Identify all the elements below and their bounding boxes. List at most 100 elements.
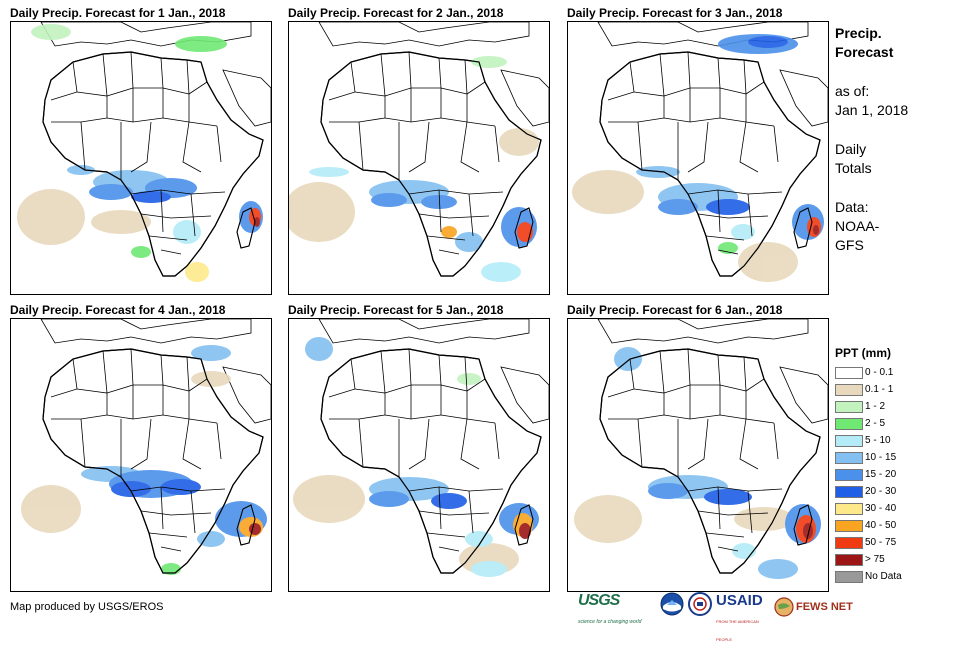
coastline (320, 51, 542, 277)
precip-area (173, 220, 201, 244)
legend-item: 10 - 15 (835, 449, 960, 466)
precip-area (706, 199, 750, 215)
legend-swatch (835, 570, 863, 583)
legend-swatch (835, 485, 863, 498)
info-heading: Precip. Forecast (835, 24, 960, 62)
country-border (408, 418, 430, 470)
heading-line-2: Forecast (835, 44, 894, 60)
country-border (687, 486, 783, 492)
precip-area (481, 262, 521, 282)
legend-label: 5 - 10 (865, 435, 891, 446)
coastline (599, 348, 821, 574)
precip-area (21, 485, 81, 533)
legend-item: 0.1 - 1 (835, 381, 960, 398)
madagascar-coastline (793, 504, 813, 546)
country-border (426, 532, 466, 538)
precip-area (748, 36, 788, 48)
precip-area (499, 128, 539, 156)
panel-title: Daily Precip. Forecast for 3 Jan., 2018 (567, 6, 783, 20)
map-svg (572, 22, 828, 282)
country-border (160, 546, 182, 552)
arabia-landmass (779, 69, 828, 127)
precip-layer (574, 347, 821, 579)
precip-area (421, 195, 457, 209)
precip-area (111, 481, 151, 497)
country-border (697, 510, 769, 516)
country-border (739, 418, 759, 470)
arabia-landmass (222, 69, 271, 127)
map-svg (574, 319, 828, 579)
coastline (599, 51, 821, 277)
precip-area (457, 373, 481, 385)
precip-area (441, 226, 457, 238)
precip-area (519, 523, 531, 539)
legend-swatch (835, 553, 863, 566)
precip-area (369, 491, 409, 507)
country-border (494, 422, 500, 460)
legend-swatch (835, 366, 863, 379)
madagascar-coastline (236, 207, 256, 249)
legend-label: 10 - 15 (865, 452, 897, 463)
usgs-logo: USGS science for a changing world (578, 592, 656, 625)
madagascar-coastline (236, 504, 256, 546)
precip-area (293, 475, 365, 523)
panel-title: Daily Precip. Forecast for 5 Jan., 2018 (288, 303, 504, 317)
country-border (358, 418, 364, 468)
country-border (358, 121, 364, 171)
precip-area (305, 337, 333, 361)
precip-area (175, 36, 227, 52)
country-border (438, 486, 442, 530)
legend-swatch (835, 536, 863, 549)
europe-landmass (597, 319, 809, 344)
precip-map (10, 21, 272, 295)
coastline (42, 348, 264, 574)
country-border (182, 418, 202, 470)
country-border (140, 213, 212, 219)
map-svg (21, 319, 271, 575)
totals-line-1: Daily (835, 141, 867, 157)
country-border (80, 121, 86, 171)
precip-area (648, 483, 688, 499)
map-svg (289, 22, 549, 282)
data-line-1: NOAA- (835, 218, 880, 234)
precip-area (289, 182, 355, 242)
country-border (466, 378, 486, 392)
country-border (426, 235, 466, 241)
legend-item: > 75 (835, 551, 960, 568)
country-border (438, 546, 460, 552)
precip-area (758, 559, 798, 579)
legend-item: 1 - 2 (835, 398, 960, 415)
country-border (717, 546, 739, 552)
as-of-block: as of: Jan 1, 2018 (835, 82, 960, 120)
legend-label: 0 - 0.1 (865, 367, 894, 378)
legend: PPT (mm) 0 - 0.1 0.1 - 1 1 - 2 2 - 5 5 - 10 1… (835, 346, 960, 585)
as-of-label: as of: (835, 83, 870, 99)
precip-map (288, 21, 550, 295)
country-border (466, 81, 486, 95)
madagascar-coastline (793, 207, 813, 249)
country-border (747, 193, 753, 237)
precip-area (813, 225, 819, 235)
country-border (773, 125, 779, 163)
panel-title: Daily Precip. Forecast for 2 Jan., 2018 (288, 6, 504, 20)
country-border (717, 189, 721, 233)
precip-area (191, 345, 231, 361)
panel-title: Daily Precip. Forecast for 4 Jan., 2018 (10, 303, 226, 317)
precip-layer (289, 56, 539, 282)
heading-line-1: Precip. (835, 25, 882, 41)
country-border (745, 81, 765, 95)
legend-item: 15 - 20 (835, 466, 960, 483)
as-of-date: Jan 1, 2018 (835, 102, 909, 118)
madagascar-coastline (514, 207, 534, 249)
country-border (216, 125, 222, 163)
panel-title: Daily Precip. Forecast for 1 Jan., 2018 (10, 6, 226, 20)
precip-area (738, 242, 798, 282)
precip-map (10, 318, 272, 592)
legend-item: 30 - 40 (835, 500, 960, 517)
precip-area (91, 210, 151, 234)
precip-area (455, 232, 483, 252)
europe-landmass (40, 319, 252, 344)
country-border (190, 490, 196, 534)
legend-item: 2 - 5 (835, 415, 960, 432)
country-border (418, 510, 490, 516)
